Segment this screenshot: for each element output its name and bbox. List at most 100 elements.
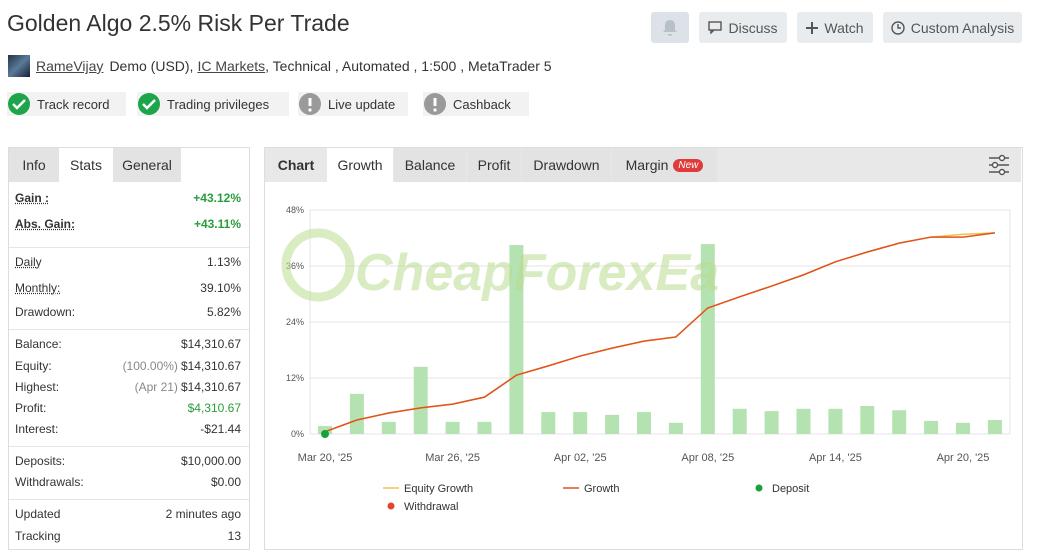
y-tick-label: 48% — [286, 205, 304, 215]
stat-label: Equity: — [15, 359, 52, 373]
separator — [9, 446, 249, 447]
account-details: Demo (USD), — [109, 58, 194, 74]
x-tick-label: Apr 20, '25 — [937, 452, 990, 464]
discuss-button[interactable]: Discuss — [699, 12, 787, 43]
bar — [605, 414, 620, 434]
stat-value: 5.82% — [206, 305, 241, 319]
legend-swatch — [755, 484, 763, 492]
stat-value-wrap: 1.13% — [207, 255, 241, 269]
bar — [668, 422, 683, 434]
bell-icon — [663, 19, 677, 36]
badge: Cashback — [423, 92, 529, 116]
chart-tab[interactable]: Growth — [327, 148, 393, 182]
broker-link[interactable]: IC Markets — [197, 58, 266, 74]
stat-value: $14,310.67 — [180, 337, 241, 351]
icon — [806, 21, 819, 34]
stat-label: Interest: — [15, 422, 59, 436]
stats-tab[interactable]: Info — [9, 148, 59, 182]
line — [324, 232, 995, 433]
avatar — [8, 55, 30, 77]
legend-label: Deposit — [772, 483, 809, 495]
stat-value: +43.11% — [193, 217, 241, 231]
x-tick-label: Apr 02, '25 — [554, 452, 607, 464]
bar — [956, 422, 970, 434]
settings-icon[interactable] — [987, 154, 1011, 176]
stat-value-wrap: +43.11% — [194, 217, 241, 231]
stat-value: $14,310.67 — [180, 380, 241, 394]
stat-value-wrap: $14,310.67 — [181, 337, 241, 351]
stat-row: Updated 2 minutes ago — [15, 505, 241, 523]
bar — [987, 420, 1002, 434]
stat-value-wrap: (Apr 21) $14,310.67 — [135, 380, 241, 394]
stat-value: 1.13% — [206, 255, 241, 269]
chart-tab[interactable]: Profit — [467, 148, 521, 182]
bar — [828, 408, 843, 434]
notify-button[interactable] — [651, 12, 689, 43]
separator — [9, 247, 249, 248]
legend-label: Growth — [584, 483, 619, 495]
stat-note: (100.00%) — [122, 359, 178, 373]
stat-value-wrap: 39.10% — [200, 281, 241, 295]
x-tick-label: Mar 20, '25 — [298, 452, 353, 464]
stat-value: $14,310.67 — [180, 359, 241, 373]
page-title: Golden Algo 2.5% Risk Per Trade — [7, 10, 350, 36]
badge: Track record — [7, 92, 126, 116]
bar — [764, 411, 779, 434]
bar — [541, 412, 556, 434]
stat-row: Abs. Gain: +43.11% — [15, 215, 241, 233]
bar — [796, 408, 811, 434]
stat-row: Gain : +43.12% — [15, 189, 241, 207]
bar — [924, 420, 939, 434]
tab-filler — [181, 148, 248, 182]
stat-row: Drawdown: 5.82% — [15, 303, 241, 321]
bar — [349, 393, 364, 434]
stat-value: 13 — [227, 529, 241, 543]
tab-label: Margin — [625, 157, 669, 173]
chart-tab: Chart — [265, 148, 327, 182]
stat-value: +43.12% — [193, 191, 241, 205]
stat-value-wrap: 13 — [228, 529, 241, 543]
stat-value-wrap: $4,310.67 — [188, 401, 241, 415]
stats-tab[interactable]: Stats — [59, 148, 113, 182]
bar — [860, 406, 875, 434]
legend-label: Withdrawal — [404, 501, 458, 513]
stat-label: Highest: — [15, 380, 60, 394]
stat-value-wrap: +43.12% — [193, 191, 241, 205]
stats-tab[interactable]: General — [113, 148, 181, 182]
stat-value: $4,310.67 — [187, 401, 241, 415]
button-label: Custom Analysis — [910, 19, 1015, 36]
stat-note: (Apr 21) — [134, 380, 178, 394]
stat-label: Monthly: — [15, 281, 61, 295]
stat-label: Profit: — [15, 401, 47, 415]
stat-row: Deposits: $10,000.00 — [15, 452, 241, 470]
button-label: Discuss — [728, 19, 778, 36]
y-tick-label: 12% — [286, 373, 304, 383]
stat-label: Deposits: — [15, 454, 66, 468]
chart-tab[interactable]: Drawdown — [522, 148, 611, 182]
stat-value: -$21.44 — [200, 422, 241, 436]
y-tick-label: 0% — [291, 429, 304, 439]
user-link[interactable]: RameVijay — [36, 58, 104, 74]
bar — [732, 408, 747, 434]
watch-button[interactable]: Watch — [797, 12, 873, 43]
stat-label: Abs. Gain: — [15, 217, 76, 231]
x-tick-label: Apr 08, '25 — [681, 452, 734, 464]
bar — [381, 421, 396, 434]
badge-icon — [8, 93, 30, 115]
stat-label: Balance: — [15, 337, 62, 351]
chart-tab[interactable]: Margin New — [612, 148, 717, 182]
chart-tab[interactable]: Balance — [394, 148, 466, 182]
bar — [413, 366, 428, 434]
badge-icon — [299, 93, 321, 115]
icon — [891, 20, 905, 35]
stat-label: Updated — [15, 507, 61, 521]
bar — [637, 412, 651, 434]
stat-row: Interest: -$21.44 — [15, 420, 241, 438]
icon — [708, 21, 723, 34]
stat-value-wrap: 5.82% — [207, 305, 241, 319]
watermark: CheapForexEa — [355, 244, 719, 302]
custom-analysis-button[interactable]: Custom Analysis — [883, 12, 1022, 43]
stat-row: Monthly: 39.10% — [15, 279, 241, 297]
